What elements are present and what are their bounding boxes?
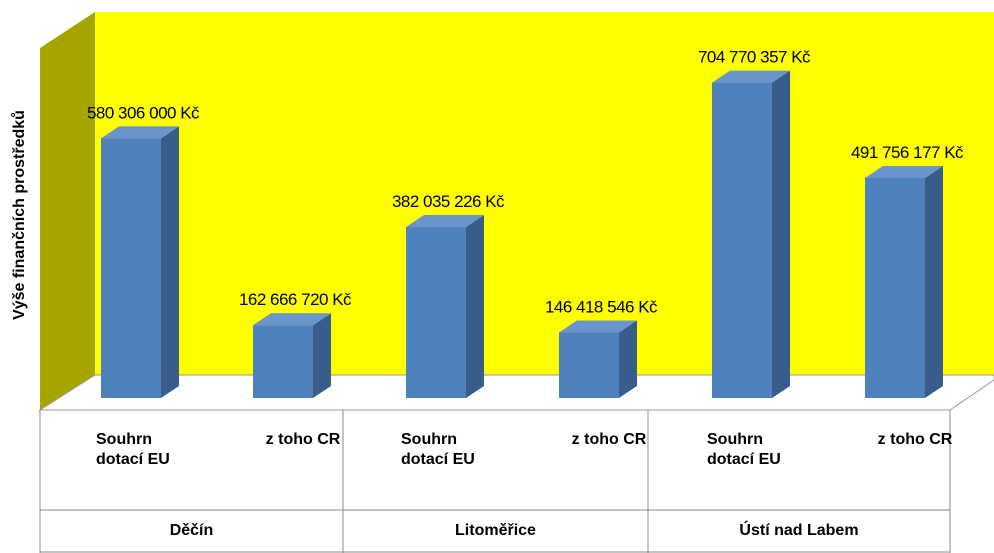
x-tick-label: Souhrn dotací EU <box>96 431 170 468</box>
x-tick-label: z toho CR <box>571 431 647 448</box>
floor <box>38 374 994 411</box>
bar-top <box>406 215 484 228</box>
bar <box>406 227 466 398</box>
value-label: 491 756 177 Kč <box>851 143 964 162</box>
bar-top <box>101 126 179 139</box>
group-label: Děčín <box>169 522 214 539</box>
bar <box>865 177 925 398</box>
bar <box>101 138 161 399</box>
value-label: 580 306 000 Kč <box>87 103 200 122</box>
x-tick-label: z toho CR <box>877 431 953 448</box>
bar <box>253 325 313 398</box>
bar-side <box>619 320 637 398</box>
category-grid <box>39 410 951 553</box>
bar-top <box>712 70 790 83</box>
bar <box>559 332 619 398</box>
bar <box>712 82 772 398</box>
y-axis-label: Výše finančních prostředků <box>11 110 28 320</box>
bar-side <box>161 126 179 399</box>
bar-side <box>466 215 484 398</box>
bar-side <box>772 70 790 398</box>
bar-top <box>865 165 943 178</box>
x-tick-label: Souhrn dotací EU <box>707 431 781 468</box>
value-label: 146 418 546 Kč <box>545 297 658 316</box>
value-label: 704 770 357 Kč <box>698 48 811 67</box>
side-wall <box>40 12 95 410</box>
value-label: 382 035 226 Kč <box>392 192 505 211</box>
group-label: Ústí nad Labem <box>739 522 859 539</box>
x-tick-label: z toho CR <box>265 431 341 448</box>
back-wall <box>95 12 994 375</box>
group-label: Litoměřice <box>455 522 536 539</box>
bar-top <box>559 320 637 333</box>
value-label: 162 666 720 Kč <box>239 290 352 309</box>
bar-side <box>313 313 331 398</box>
bar-side <box>925 165 943 398</box>
bar-top <box>253 313 331 326</box>
x-tick-label: Souhrn dotací EU <box>401 431 475 468</box>
